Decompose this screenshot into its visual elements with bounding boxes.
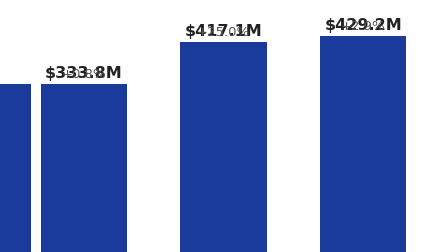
Text: $333.8M: $333.8M [45, 66, 123, 81]
Text: $417.1M: $417.1M [185, 24, 262, 39]
Text: $429.2M: $429.2M [324, 18, 402, 33]
Text: +0.8%: +0.8% [62, 53, 106, 81]
Text: +25.0%: +25.0% [197, 11, 250, 39]
Bar [40, 84, 127, 252]
Text: +2.9%: +2.9% [341, 5, 385, 33]
Bar [0, 84, 31, 252]
Bar [320, 36, 407, 252]
Bar [180, 42, 267, 252]
